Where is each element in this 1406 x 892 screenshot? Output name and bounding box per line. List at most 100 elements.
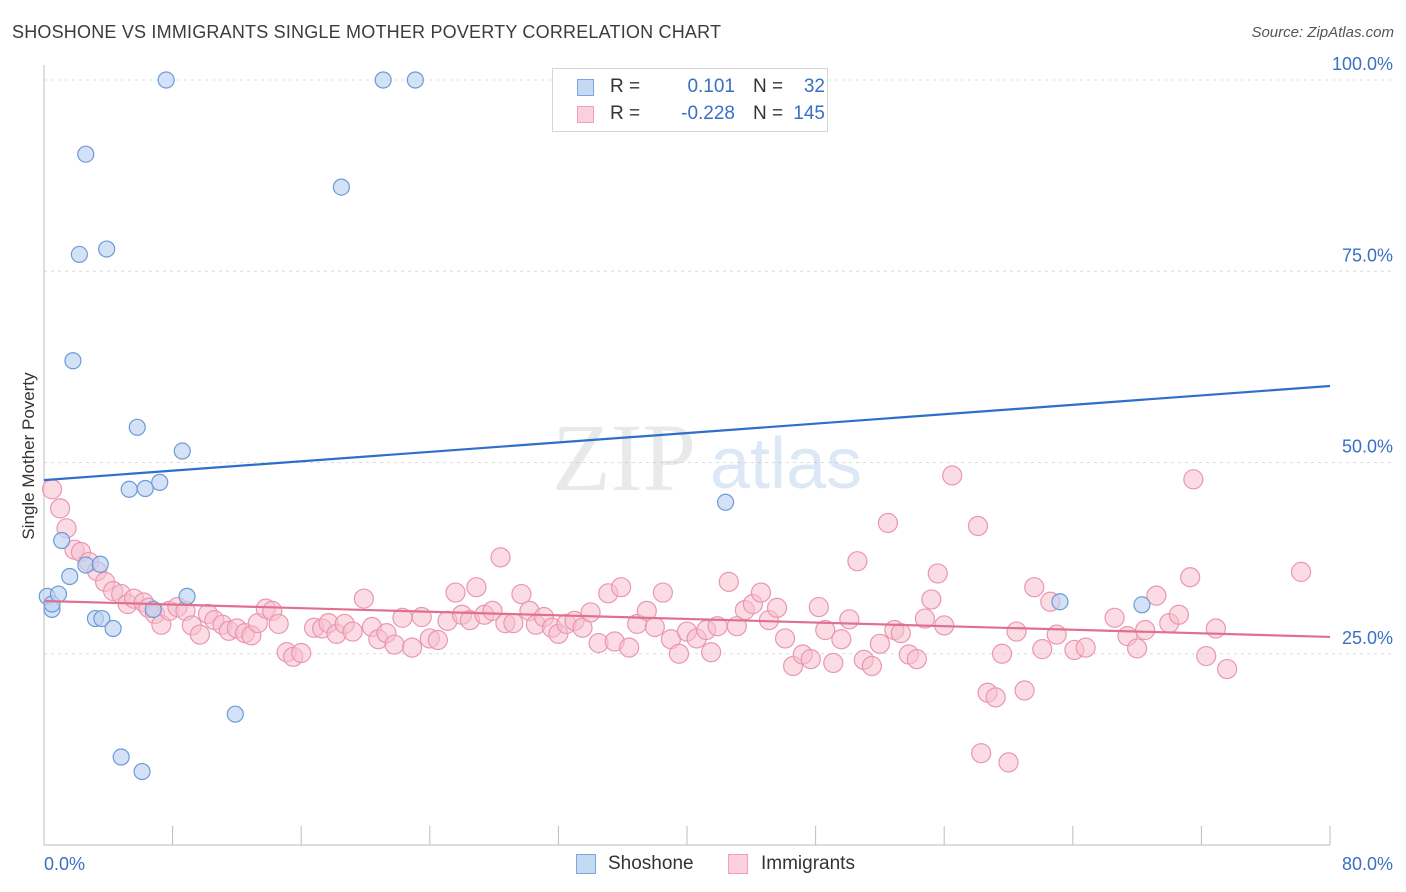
immigrants-point [750, 582, 772, 603]
immigrants-point [1183, 469, 1204, 490]
shoshone-point [77, 556, 95, 574]
x-tick-label-min: 0.0% [44, 854, 85, 874]
immigrants-point [718, 571, 739, 592]
shoshone-point [133, 762, 151, 781]
immigrants-point [384, 634, 405, 655]
immigrants-point [942, 465, 963, 486]
immigrants-point [927, 563, 948, 584]
shoshone-point [157, 71, 175, 89]
immigrants-point [1290, 561, 1312, 582]
immigrants-point [1126, 638, 1148, 659]
immigrants-point [668, 643, 690, 664]
immigrants-point [1217, 658, 1238, 680]
immigrants-trend-line [43, 599, 1331, 639]
shoshone-point [1133, 596, 1151, 614]
shoshone-swatch [577, 79, 594, 96]
shoshone-trend-line [43, 384, 1331, 482]
n-label: N = [753, 76, 784, 97]
shoshone-point [128, 418, 146, 436]
immigrants-point [914, 608, 936, 629]
shoshone-point [98, 240, 116, 258]
shoshone-point [1051, 593, 1069, 611]
immigrants-point [1024, 577, 1045, 598]
chart-title: SHOSHONE VS IMMIGRANTS SINGLE MOTHER POV… [12, 22, 722, 42]
shoshone-point [716, 493, 735, 511]
immigrants-point [839, 609, 860, 630]
immigrants-point [808, 596, 829, 618]
immigrants-point [774, 628, 796, 649]
immigrants-point [189, 624, 211, 645]
shoshone-point [104, 619, 122, 638]
shoshone-point [151, 473, 169, 491]
immigrants-point [800, 649, 821, 670]
immigrants-point [41, 479, 63, 500]
shoshone-point [374, 71, 392, 89]
y-tick-label: 75.0% [1342, 245, 1393, 265]
immigrants-point [427, 629, 448, 651]
immigrants-point [921, 589, 942, 610]
immigrants-point [869, 633, 891, 654]
trend-lines [43, 384, 1331, 639]
immigrants-point [342, 621, 363, 642]
shoshone-point [93, 609, 111, 628]
immigrants-point [466, 577, 487, 598]
watermark: ZIP atlas [552, 404, 862, 511]
shoshone-point [77, 145, 95, 163]
shoshone-point [53, 531, 71, 550]
watermark-atlas: atlas [710, 424, 862, 504]
watermark-zip: ZIP [552, 404, 696, 511]
immigrants-point [490, 547, 511, 568]
immigrants-point [985, 687, 1006, 708]
y-tick-label: 100.0% [1332, 54, 1393, 74]
immigrants-point [1075, 637, 1096, 658]
shoshone-point [406, 71, 424, 89]
n-value: 145 [793, 103, 825, 124]
immigrants-point [268, 613, 289, 635]
shoshone-point [144, 600, 162, 618]
immigrants-point [831, 629, 852, 650]
shoshone-point [64, 352, 82, 370]
immigrants-point [291, 642, 312, 664]
shoshone-point [178, 587, 196, 605]
immigrants-point [1006, 621, 1027, 642]
immigrants-point [580, 602, 601, 623]
shoshone-point [61, 567, 79, 586]
y-tick-label: 25.0% [1342, 628, 1393, 648]
shoshone-point [226, 705, 244, 723]
immigrants-point [49, 498, 71, 519]
immigrants-point [1146, 585, 1167, 606]
immigrants-point [906, 649, 927, 670]
immigrants-point [652, 582, 673, 603]
y-axis-label: Single Mother Poverty [19, 372, 38, 540]
immigrants-point [815, 619, 836, 641]
immigrants-point [701, 642, 722, 663]
immigrants-point [644, 616, 665, 638]
immigrants-point [619, 637, 640, 658]
immigrants-point [353, 588, 374, 609]
shoshone-point [49, 585, 68, 603]
shoshone-point [332, 178, 350, 196]
immigrants-point [877, 512, 899, 534]
immigrants-point [971, 743, 992, 764]
r-value: -0.228 [681, 103, 735, 124]
axes [43, 65, 1331, 846]
immigrants-point [998, 752, 1019, 773]
y-tick-label: 50.0% [1342, 437, 1393, 457]
immigrants-point [1032, 639, 1053, 660]
shoshone-point [120, 480, 138, 498]
immigrants-point [861, 655, 882, 677]
shoshone-legend-label: Shoshone [608, 853, 694, 874]
shoshone-points [38, 71, 1151, 781]
immigrants-point [445, 582, 466, 603]
immigrants-point [1196, 645, 1217, 667]
n-value: 32 [803, 76, 825, 97]
immigrants-point [402, 637, 423, 658]
immigrants-point [482, 600, 503, 622]
r-value: 0.101 [687, 76, 735, 97]
immigrants-points [41, 465, 1312, 773]
shoshone-point [70, 245, 88, 264]
immigrants-point [847, 551, 868, 572]
n-label: N = [753, 103, 784, 124]
immigrants-point [967, 515, 989, 537]
